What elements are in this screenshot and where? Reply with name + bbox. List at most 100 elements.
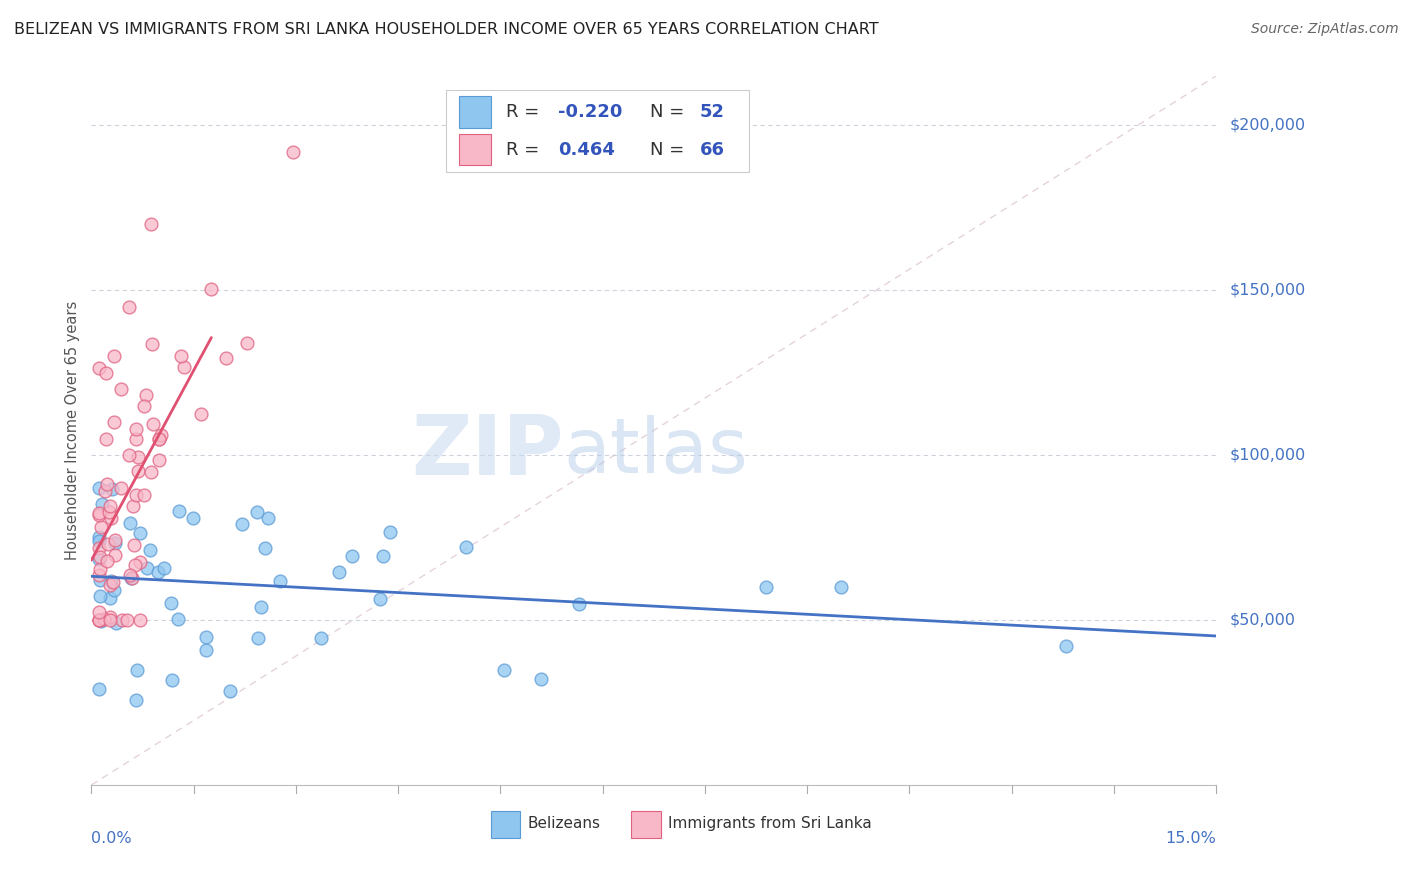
Text: 66: 66 bbox=[700, 141, 725, 159]
Text: $200,000: $200,000 bbox=[1230, 118, 1306, 133]
FancyBboxPatch shape bbox=[460, 134, 491, 165]
Text: $50,000: $50,000 bbox=[1230, 613, 1296, 628]
Point bbox=[195, 642, 218, 657]
Point bbox=[181, 511, 204, 525]
Point bbox=[173, 360, 195, 375]
FancyBboxPatch shape bbox=[460, 96, 491, 128]
Point bbox=[170, 349, 193, 363]
Point bbox=[101, 483, 124, 497]
Point bbox=[148, 453, 170, 467]
Point bbox=[340, 549, 363, 564]
Point bbox=[456, 541, 478, 555]
Point bbox=[118, 567, 141, 582]
Point bbox=[111, 613, 134, 627]
FancyBboxPatch shape bbox=[446, 90, 749, 171]
Point bbox=[127, 663, 149, 677]
FancyBboxPatch shape bbox=[631, 811, 661, 838]
Point bbox=[90, 497, 112, 511]
Point bbox=[104, 533, 127, 548]
Point bbox=[167, 504, 190, 518]
Point bbox=[103, 582, 125, 597]
Text: atlas: atlas bbox=[564, 415, 748, 489]
FancyBboxPatch shape bbox=[491, 811, 520, 838]
Point bbox=[89, 573, 111, 587]
Point bbox=[93, 483, 115, 498]
Point bbox=[87, 530, 110, 544]
Point bbox=[148, 432, 170, 446]
Point bbox=[530, 673, 553, 687]
Point bbox=[368, 591, 391, 606]
Point bbox=[200, 282, 222, 296]
Text: Immigrants from Sri Lanka: Immigrants from Sri Lanka bbox=[668, 816, 872, 830]
Point bbox=[149, 428, 172, 442]
Point bbox=[87, 508, 110, 523]
Text: 0.464: 0.464 bbox=[558, 141, 614, 159]
Point bbox=[110, 382, 132, 396]
Point bbox=[125, 432, 148, 446]
Point bbox=[110, 481, 132, 495]
Point bbox=[141, 217, 163, 231]
Point bbox=[89, 550, 111, 565]
Point bbox=[269, 574, 291, 589]
Text: $100,000: $100,000 bbox=[1230, 448, 1306, 463]
Point bbox=[87, 541, 110, 555]
Point bbox=[87, 533, 110, 548]
Point bbox=[215, 351, 238, 365]
Point bbox=[153, 561, 176, 575]
Point bbox=[122, 539, 145, 553]
Point bbox=[139, 542, 162, 557]
Point bbox=[231, 517, 253, 532]
Point bbox=[132, 488, 155, 502]
Point bbox=[118, 448, 141, 462]
Point bbox=[128, 613, 150, 627]
Point bbox=[100, 613, 122, 627]
Point bbox=[128, 526, 150, 541]
Text: R =: R = bbox=[506, 103, 546, 121]
Point bbox=[371, 549, 394, 564]
Point bbox=[87, 605, 110, 619]
Point bbox=[127, 450, 149, 464]
Point bbox=[96, 553, 118, 567]
Text: 15.0%: 15.0% bbox=[1166, 831, 1216, 846]
Text: R =: R = bbox=[506, 141, 546, 159]
Point bbox=[125, 488, 148, 502]
Point bbox=[87, 506, 110, 520]
Point bbox=[125, 422, 148, 436]
Point bbox=[195, 631, 218, 645]
Point bbox=[90, 520, 112, 534]
Point bbox=[98, 499, 121, 513]
Point bbox=[142, 417, 165, 432]
Point bbox=[98, 578, 121, 592]
Point bbox=[87, 613, 110, 627]
Point bbox=[257, 510, 280, 524]
Text: $150,000: $150,000 bbox=[1230, 283, 1306, 298]
Point bbox=[148, 433, 170, 447]
Point bbox=[100, 511, 122, 525]
Point bbox=[122, 499, 145, 513]
Point bbox=[167, 612, 190, 626]
Point bbox=[87, 613, 110, 627]
Point bbox=[755, 580, 778, 594]
Point bbox=[830, 580, 852, 594]
Point bbox=[100, 574, 122, 588]
Point bbox=[132, 399, 155, 413]
Point bbox=[135, 388, 157, 402]
Point bbox=[492, 663, 515, 677]
Text: N =: N = bbox=[651, 103, 690, 121]
Point bbox=[87, 361, 110, 376]
Point bbox=[104, 615, 127, 630]
Point bbox=[568, 597, 591, 611]
Text: Source: ZipAtlas.com: Source: ZipAtlas.com bbox=[1251, 22, 1399, 37]
Point bbox=[97, 537, 120, 551]
Point bbox=[120, 571, 142, 585]
Point bbox=[103, 415, 125, 429]
Point bbox=[89, 590, 111, 604]
Text: N =: N = bbox=[651, 141, 690, 159]
Point bbox=[118, 300, 141, 314]
Point bbox=[93, 612, 115, 626]
Point bbox=[136, 561, 159, 575]
Point bbox=[96, 477, 118, 491]
Point bbox=[146, 566, 169, 580]
Point bbox=[101, 574, 124, 589]
Text: Belizeans: Belizeans bbox=[527, 816, 600, 830]
